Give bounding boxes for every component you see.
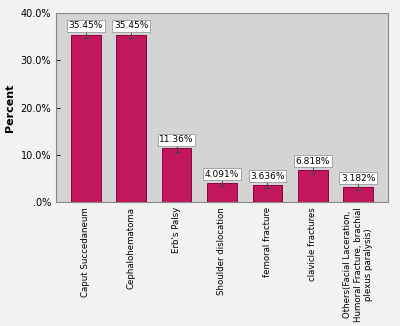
Text: 35.45%: 35.45% [69,21,103,30]
Text: 4.091%: 4.091% [205,170,239,179]
Bar [207,183,237,202]
Text: 3.182%: 3.182% [341,174,375,183]
Y-axis label: Percent: Percent [5,83,15,132]
Bar [162,148,191,202]
Bar [298,170,328,202]
Text: 35.45%: 35.45% [114,21,148,30]
Text: 11.36%: 11.36% [159,135,194,144]
Bar [71,35,100,202]
Text: 3.636%: 3.636% [250,172,285,181]
Bar [116,35,146,202]
Text: 6.818%: 6.818% [296,156,330,166]
Bar [344,187,373,202]
Bar [253,185,282,202]
